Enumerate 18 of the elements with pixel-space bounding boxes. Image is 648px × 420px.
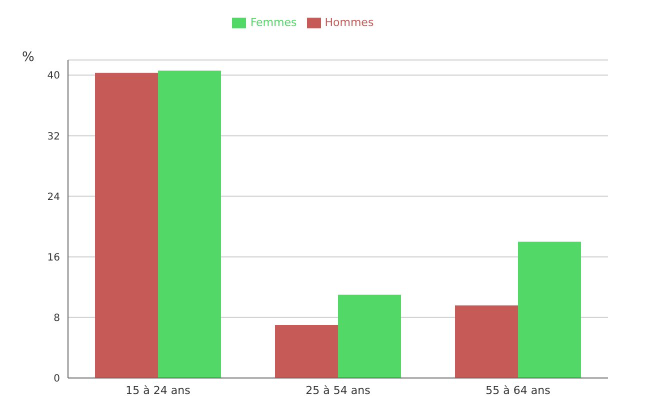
y-tick-label: 32 — [47, 131, 60, 142]
bar — [275, 325, 338, 378]
x-tick-label: 15 à 24 ans — [126, 384, 191, 397]
bar — [518, 242, 581, 378]
legend-label: Hommes — [324, 16, 374, 30]
y-tick-label: 24 — [47, 192, 60, 203]
y-tick-label: 8 — [54, 312, 60, 324]
bar — [158, 70, 221, 378]
bar — [95, 72, 158, 378]
bar — [338, 294, 401, 378]
x-tick-label: 25 à 54 ans — [306, 384, 371, 397]
bar — [455, 305, 518, 378]
y-tick-label: 0 — [54, 374, 60, 385]
y-tick-label: 16 — [47, 252, 60, 264]
y-tick-label: 40 — [47, 70, 60, 82]
x-tick-label: 55 à 64 ans — [486, 384, 551, 397]
legend-label: Femmes — [250, 16, 297, 30]
y-axis-title: % — [22, 50, 34, 65]
